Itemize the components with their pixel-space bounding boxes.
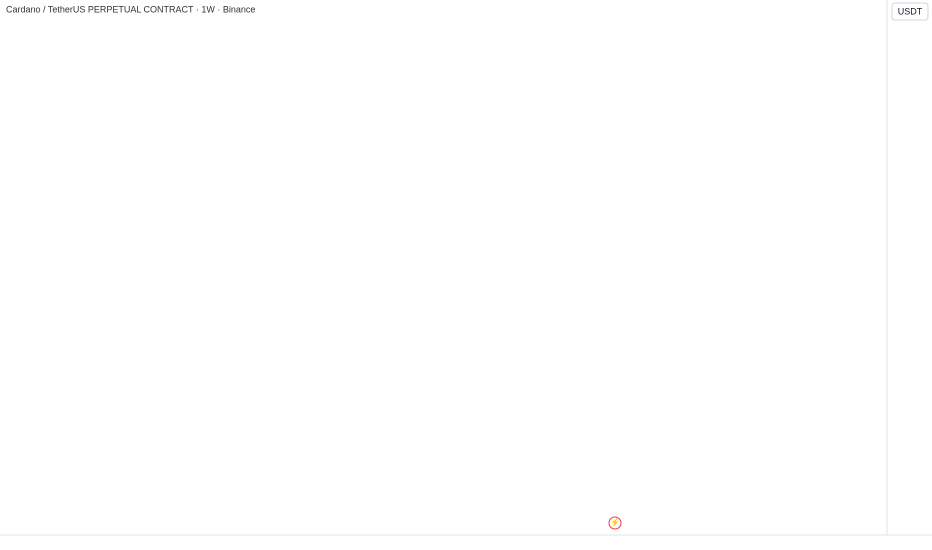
currency: USDT (898, 6, 923, 16)
event-icon[interactable] (608, 516, 622, 530)
price-axis (887, 0, 932, 550)
chart-title: Cardano / TetherUS PERPETUAL CONTRACT · … (6, 4, 255, 14)
currency-box[interactable] (891, 2, 929, 21)
event-icon-glyph: ⚡ (610, 517, 620, 527)
